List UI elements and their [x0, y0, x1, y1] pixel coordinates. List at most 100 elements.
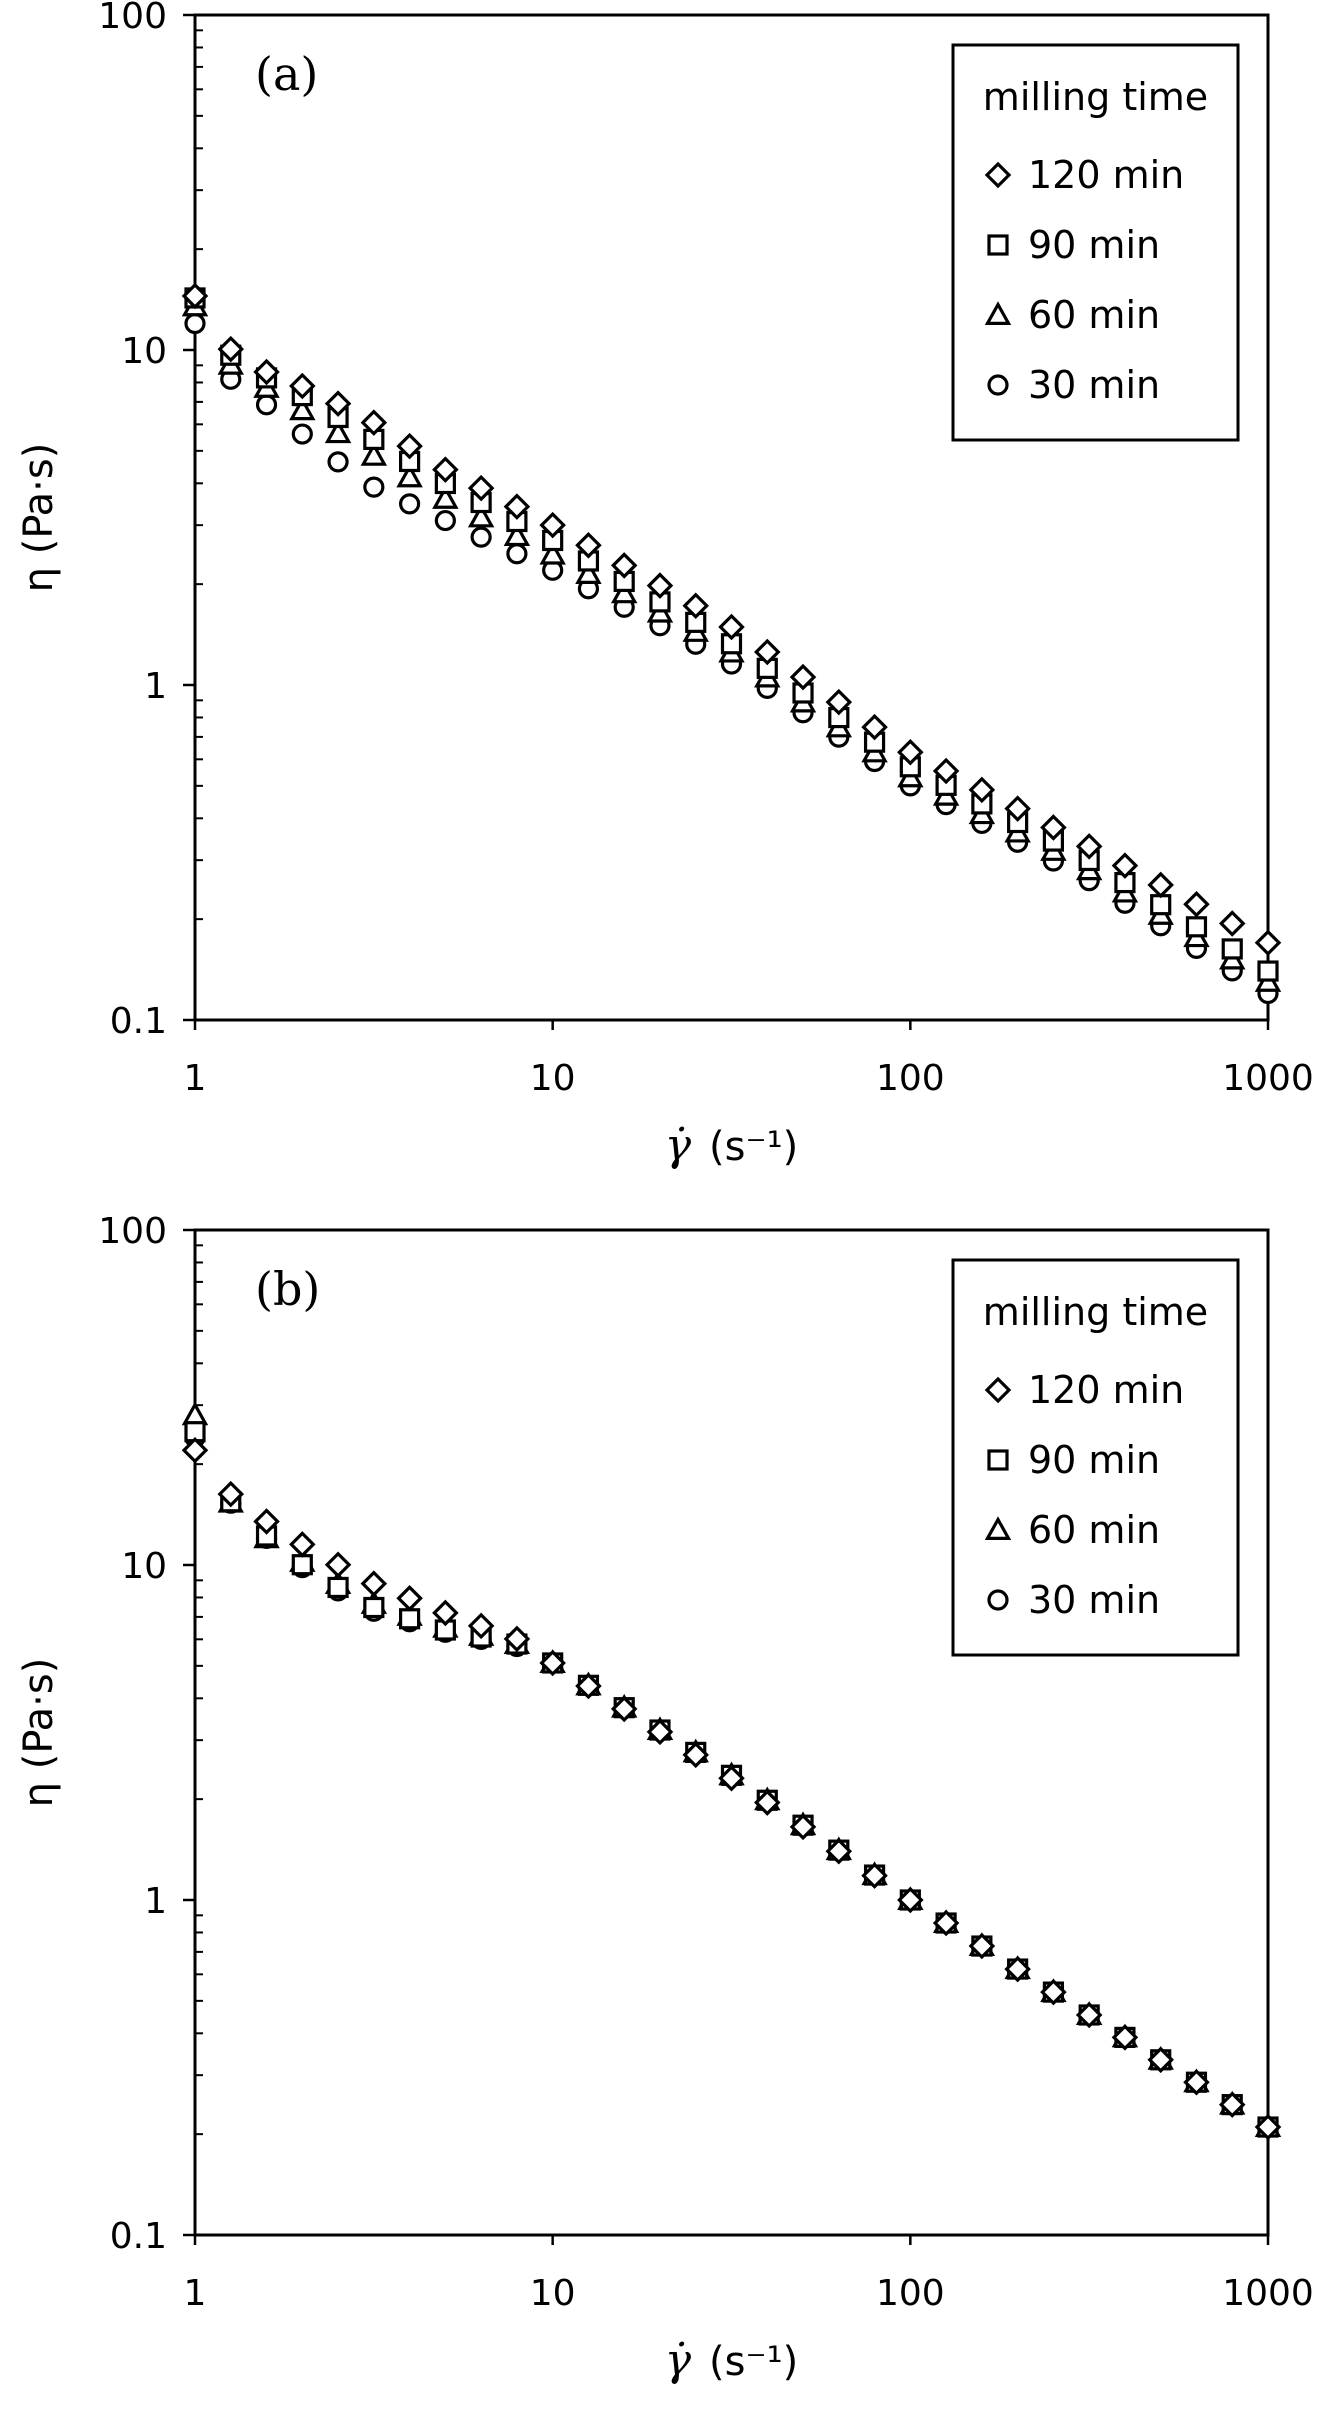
data-point — [289, 1531, 316, 1558]
data-point — [181, 1437, 209, 1464]
data-point — [217, 1480, 245, 1508]
data-point — [1004, 1955, 1031, 1983]
legend-entry-label: 90 min — [1028, 1438, 1160, 1482]
legend-entry-label: 120 min — [1028, 153, 1184, 197]
x-tick-label: 10 — [530, 1058, 576, 1099]
legend-entry-label: 30 min — [1028, 1578, 1160, 1622]
data-point — [503, 522, 531, 547]
data-point — [861, 713, 888, 741]
legend-marker — [984, 1516, 1012, 1540]
data-point — [432, 456, 459, 483]
legend-entry-label: 60 min — [1028, 1508, 1160, 1552]
legend: milling time 120 min 90 min 60 min 30 min — [951, 1258, 1240, 1657]
data-point — [324, 419, 352, 444]
data-point — [432, 1599, 459, 1627]
legend-entry-label: 90 min — [1028, 223, 1160, 267]
data-point — [467, 1612, 495, 1640]
data-point — [968, 1932, 996, 1960]
y-tick-label: 0.1 — [110, 2216, 167, 2257]
data-point — [324, 390, 352, 417]
data-point — [789, 663, 817, 691]
data-point — [434, 509, 456, 532]
data-point — [503, 1625, 531, 1653]
x-axis-symbol: γ̇ — [665, 2335, 692, 2386]
data-point — [324, 1551, 352, 1578]
data-point — [1147, 871, 1174, 899]
x-axis-label: γ̇ (s⁻¹) — [665, 1120, 799, 1171]
data-point — [932, 1909, 960, 1937]
data-point — [539, 540, 566, 565]
legend-marker — [987, 1449, 1009, 1471]
x-tick-label: 1000 — [1222, 1058, 1314, 1099]
x-axis-unit: (s⁻¹) — [709, 2339, 798, 2385]
data-point — [253, 358, 280, 386]
data-point — [255, 394, 278, 416]
x-axis-symbol: γ̇ — [665, 1120, 692, 1171]
series-120-min — [181, 282, 1282, 957]
data-point — [363, 476, 385, 498]
data-point — [1254, 929, 1282, 957]
x-tick-label: 10 — [530, 2273, 576, 2314]
x-tick-label: 1000 — [1222, 2273, 1314, 2314]
data-point — [1221, 938, 1243, 960]
data-point — [897, 1886, 924, 1914]
data-point — [718, 613, 745, 641]
data-point — [253, 1508, 280, 1535]
data-point — [754, 638, 781, 666]
data-point — [789, 1813, 817, 1841]
data-point — [363, 1596, 385, 1619]
data-point — [1147, 2046, 1174, 2074]
data-point — [1257, 960, 1279, 982]
plot-frame — [193, 13, 1270, 1022]
data-point — [825, 688, 853, 716]
data-point — [646, 1718, 674, 1746]
data-point — [754, 1789, 781, 1816]
data-point — [610, 552, 638, 579]
panel-label: (a) — [255, 47, 318, 101]
x-axis-label: γ̇ (s⁻¹) — [665, 2335, 799, 2386]
data-point — [1075, 833, 1103, 860]
legend-title: milling time — [983, 75, 1208, 119]
data-point — [539, 511, 566, 539]
data-point — [1218, 2091, 1246, 2118]
data-point — [575, 532, 602, 559]
chart-svg: 0.1 1 10 100 1 10 100 1000 η (Pa·s) γ̇ (s⁻¹) (b) mil… — [16, 1215, 1314, 2386]
data-point — [610, 579, 638, 604]
data-point — [289, 396, 316, 421]
data-point — [1040, 814, 1067, 841]
x-axis-unit: (s⁻¹) — [709, 1124, 798, 1170]
data-point — [432, 485, 459, 509]
y-tick-label: 10 — [121, 1546, 167, 1587]
y-tick-label: 10 — [121, 331, 167, 372]
chart-panel-b: 0.1 1 10 100 1 10 100 1000 η (Pa·s) γ̇ (s⁻¹) (b) mil… — [0, 1215, 1339, 2430]
data-point — [610, 1695, 638, 1723]
data-point — [396, 463, 423, 488]
legend-marker — [987, 1589, 1009, 1611]
data-point — [327, 1576, 349, 1599]
data-point — [467, 503, 495, 528]
data-point — [399, 1608, 421, 1630]
y-tick-label: 1 — [144, 666, 167, 707]
plot-frame — [193, 1228, 1270, 2237]
x-tick-label: 100 — [876, 1058, 945, 1099]
legend-entry-label: 120 min — [1028, 1368, 1184, 1412]
y-axis-label: η (Pa·s) — [16, 443, 62, 593]
data-point — [1040, 1978, 1067, 2006]
legend-marker — [984, 301, 1012, 325]
chart-panel-a: 0.1 1 10 100 1 10 100 1000 η (Pa·s) γ̇ (s⁻¹) (a) mil… — [16, 0, 1314, 1171]
panel-label: (b) — [255, 1262, 320, 1316]
data-point — [861, 1862, 888, 1889]
data-point — [682, 592, 709, 619]
data-point — [1004, 795, 1031, 822]
data-point — [396, 432, 423, 460]
data-point — [181, 282, 209, 310]
data-point — [291, 1554, 313, 1576]
y-tick-label: 0.1 — [110, 1001, 167, 1042]
data-point — [506, 543, 528, 565]
data-point — [968, 776, 996, 804]
legend-marker — [984, 161, 1012, 189]
legend-marker — [987, 234, 1009, 256]
data-point — [1183, 890, 1210, 918]
chart-svg: 0.1 1 10 100 1 10 100 1000 η (Pa·s) γ̇ (s⁻¹) (a) mil… — [16, 0, 1314, 1171]
data-point — [181, 1401, 209, 1426]
